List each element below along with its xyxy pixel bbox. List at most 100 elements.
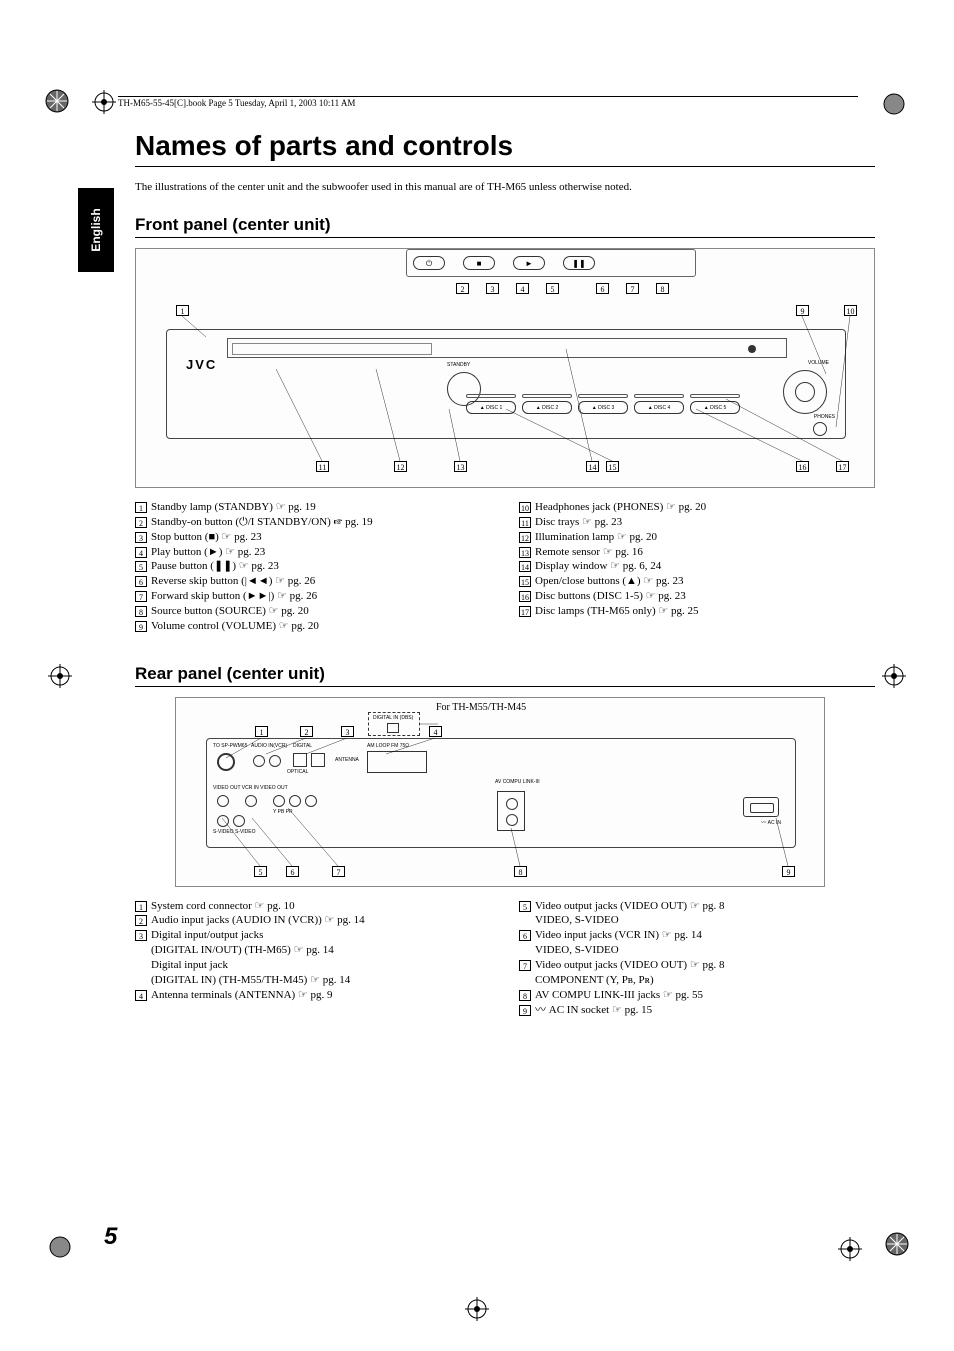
legend-number: 6 [135,576,147,587]
legend-item: 6Reverse skip button (|◄◄) ☞ pg. 26 [135,574,491,589]
digital-jacks [293,753,325,767]
callout-number: 17 [836,461,849,472]
legend-number: 16 [519,591,531,602]
legend-subline: VIDEO, S-VIDEO [535,913,875,928]
callout-number: 10 [844,305,857,316]
header-text: TH-M65-55-45[C].book Page 5 Tuesday, Apr… [118,98,355,108]
play-btn-icon: ► [513,256,545,270]
legend-subline: COMPONENT (Y, Pʙ, Pʀ) [535,973,875,988]
volume-label: VOLUME [808,360,829,366]
antenna-terminals [367,751,427,773]
legend-text: Forward skip button (►►|) ☞ pg. 26 [151,589,491,604]
legend-item: 15Open/close buttons (▲) ☞ pg. 23 [519,574,875,589]
legend-number: 7 [135,591,147,602]
legend-item: 6Video input jacks (VCR IN) ☞ pg. 14 [519,928,875,943]
legend-number: 9 [519,1005,531,1016]
legend-text: Play button (►) ☞ pg. 23 [151,545,491,560]
reg-mark-bl [48,1235,72,1259]
callout-number: 5 [546,283,559,294]
legend-item: 7Video output jacks (VIDEO OUT) ☞ pg. 8 [519,958,875,973]
legend-item: 3Digital input/output jacks [135,928,491,943]
callout-number: 12 [394,461,407,472]
legend-item: 16 Disc buttons (DISC 1-5) ☞ pg. 23 [519,589,875,604]
disc-tray-slot [232,343,432,355]
knob-indicator [748,345,756,353]
legend-number: 13 [519,547,531,558]
legend-text: Disc buttons (DISC 1-5) ☞ pg. 23 [535,589,875,604]
legend-number: 8 [519,990,531,1001]
legend-text: Display window ☞ pg. 6, 24 [535,559,875,574]
legend-text: Source button (SOURCE) ☞ pg. 20 [151,604,491,619]
callout-number: 4 [429,726,442,737]
rear-legend-left: 1System cord connector ☞ pg. 102Audio in… [135,899,491,1018]
compu-link-jacks [497,791,525,831]
disc-button: ▲ DISC 4 [634,401,684,414]
legend-subline: (DIGITAL IN) (TH-M55/TH-M45) ☞ pg. 14 [151,973,491,988]
legend-number: 3 [135,930,147,941]
reg-cross-mr [882,664,906,688]
callout-number: 8 [514,866,527,877]
legend-item: 14 Display window ☞ pg. 6, 24 [519,559,875,574]
legend-number: 1 [135,901,147,912]
vcr-in-jacks [245,795,257,807]
book-header: TH-M65-55-45[C].book Page 5 Tuesday, Apr… [118,96,858,108]
legend-item: 8AV COMPU LINK-III jacks ☞ pg. 55 [519,988,875,1003]
phones-label: PHONES [814,414,835,420]
legend-number: 9 [135,621,147,632]
front-panel-legend: 1 Standby lamp (STANDBY) ☞ pg. 19 2 Standby… [135,500,875,634]
legend-item: 5Pause button (❚❚) ☞ pg. 23 [135,559,491,574]
legend-number: 1 [135,502,147,513]
language-tab: English [78,188,114,272]
legend-number: 8 [135,606,147,617]
legend-number: 11 [519,517,531,528]
legend-text: Remote sensor ☞ pg. 16 [535,545,875,560]
legend-number: 4 [135,547,147,558]
callout-number: 13 [454,461,467,472]
rear-model-note: For TH-M55/TH-M45 [436,702,526,713]
legend-item: 4 Play button (►) ☞ pg. 23 [135,545,491,560]
language-label: English [89,208,103,251]
callout-number: 6 [286,866,299,877]
reg-asterisk-br [884,1231,910,1263]
legend-item: 9Volume control (VOLUME) ☞ pg. 20 [135,619,491,634]
legend-number: 2 [135,517,147,528]
reg-cross-ml [48,664,72,688]
front-display-strip [227,338,787,358]
video-out-jacks [217,795,229,807]
intro-text: The illustrations of the center unit and… [135,181,875,193]
legend-number: 7 [519,960,531,971]
legend-number: 14 [519,561,531,572]
legend-item: 1 Standby lamp (STANDBY) ☞ pg. 19 [135,500,491,515]
volume-knob [783,370,827,414]
callout-number: 16 [796,461,809,472]
callout-number: 9 [796,305,809,316]
legend-text: Headphones jack (PHONES) ☞ pg. 20 [535,500,875,515]
legend-text: Disc trays ☞ pg. 23 [535,515,875,530]
callout-number: 4 [516,283,529,294]
reg-cross-tl [92,90,116,114]
legend-number: 4 [135,990,147,1001]
standby-btn-icon: ⏻ [413,256,445,270]
legend-item: 17Disc lamps (TH-M65 only) ☞ pg. 25 [519,604,875,619]
legend-text: Audio input jacks (AUDIO IN (VCR)) ☞ pg.… [151,913,491,928]
standby-label: STANDBY [447,362,470,368]
legend-item: 2Audio input jacks (AUDIO IN (VCR)) ☞ pg… [135,913,491,928]
legend-subline: VIDEO, S-VIDEO [535,943,875,958]
legend-item: 5Video output jacks (VIDEO OUT) ☞ pg. 8 [519,899,875,914]
disc-button-row: ▲ DISC 1▲ DISC 2▲ DISC 3▲ DISC 4▲ DISC 5 [466,401,740,414]
legend-text: 〰 AC IN socket ☞ pg. 15 [535,1003,875,1018]
disc-button: ▲ DISC 2 [522,401,572,414]
front-panel-diagram: ⏻ ■ ► ❚❚ 2345678 STANDBY VOLUM [135,248,875,488]
legend-text: Antenna terminals (ANTENNA) ☞ pg. 9 [151,988,491,1003]
legend-subline: Digital input jack [151,958,491,973]
reg-cross-br [838,1237,862,1261]
legend-item: 1System cord connector ☞ pg. 10 [135,899,491,914]
callout-number: 6 [596,283,609,294]
legend-text: Standby lamp (STANDBY) ☞ pg. 19 [151,500,491,515]
rear-legend-right: 5Video output jacks (VIDEO OUT) ☞ pg. 8V… [519,899,875,1018]
callout-number: 2 [300,726,313,737]
rear-inset-box: DIGITAL IN (DBS) [368,712,420,736]
callout-number: 7 [626,283,639,294]
jvc-logo: JVC [186,357,217,372]
ac-in-socket [743,797,779,817]
